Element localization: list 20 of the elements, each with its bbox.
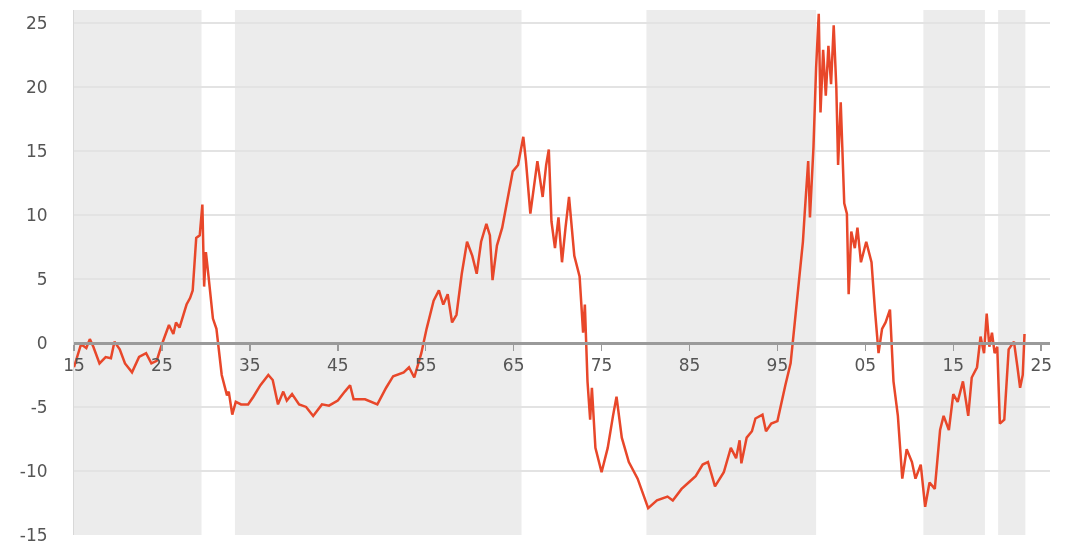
x-tick-label: 05 xyxy=(854,355,877,376)
y-tick-label: 10 xyxy=(25,204,48,225)
y-tick-label: 5 xyxy=(36,268,48,289)
x-tick-label: 25 xyxy=(1030,355,1053,376)
x-tick-label: 85 xyxy=(678,355,701,376)
y-tick-label: 20 xyxy=(25,76,48,97)
x-tick-label: 15 xyxy=(942,355,965,376)
x-tick-label: 25 xyxy=(151,355,173,376)
x-tick-label: 65 xyxy=(502,355,525,376)
y-tick-label: 0 xyxy=(36,332,48,353)
x-tick-label: 35 xyxy=(239,355,261,376)
y-tick-label: -5 xyxy=(30,396,48,417)
x-tick-label: 45 xyxy=(326,355,349,376)
x-tick-label: 75 xyxy=(590,355,613,376)
y-tick-label: 25 xyxy=(25,12,48,33)
y-tick-label: -10 xyxy=(19,460,48,481)
x-tick-label: 95 xyxy=(766,355,789,376)
y-tick-label: -15 xyxy=(19,524,48,545)
x-tick-label: 15 xyxy=(63,355,85,376)
y-tick-label: 15 xyxy=(25,140,48,161)
